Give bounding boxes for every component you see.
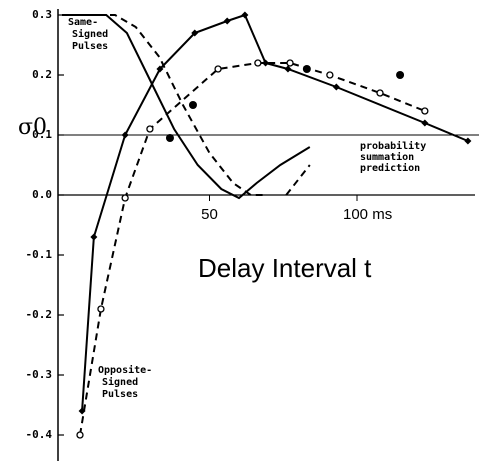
annotation-line: Signed — [72, 28, 108, 40]
reference-label-line: prediction — [360, 162, 420, 174]
open-circle-marker — [76, 431, 84, 439]
open-circle-marker — [146, 125, 154, 133]
reference-label-line: probability — [360, 140, 426, 152]
y-tick-label: 0.1 — [32, 128, 52, 141]
open-circle-marker — [214, 65, 222, 73]
diamond-marker — [223, 17, 231, 25]
filled-circle-marker — [165, 134, 174, 142]
open-circle-marker — [121, 194, 129, 202]
series-line — [81, 13, 469, 412]
x-axis-label: Delay Interval t — [198, 253, 372, 283]
y-tick-label: -0.3 — [26, 368, 53, 381]
filled-circle-marker — [302, 65, 311, 73]
diamond-marker — [241, 11, 249, 19]
open-circle-marker — [97, 305, 105, 313]
open-circle-marker — [421, 107, 429, 115]
reference-label: probability summation prediction — [360, 140, 426, 174]
diamond-marker — [332, 83, 340, 91]
open-circle-marker — [286, 59, 294, 67]
filled-circle-marker — [396, 71, 405, 79]
diamond-marker — [191, 29, 199, 37]
open-circle-marker — [326, 71, 334, 79]
series-line — [79, 62, 426, 436]
diamond-marker — [421, 119, 429, 127]
annotation-line: Signed — [102, 376, 138, 388]
x-tick-label: 50 — [201, 206, 218, 223]
y-axis-label: σ0 — [18, 115, 47, 140]
diamond-marker — [464, 137, 472, 145]
y-tick-label: -0.2 — [26, 308, 53, 321]
reference-label-line: summation — [360, 151, 414, 163]
diamond-marker — [90, 233, 98, 241]
diamond-marker — [121, 131, 129, 139]
y-tick-label: -0.4 — [26, 428, 53, 441]
open-circle-marker — [254, 59, 262, 67]
open-circle-marker — [376, 89, 384, 97]
y-tick-label: 0.0 — [32, 188, 52, 201]
diamond-marker — [262, 59, 270, 67]
annotation: Same-Signed Pulses — [68, 17, 108, 52]
annotation-line: Opposite- — [98, 364, 152, 376]
annotation-line: Same- — [68, 17, 98, 28]
annotation-line: Pulses — [102, 389, 138, 400]
annotation: Opposite-Signed Pulses — [98, 364, 152, 400]
series-line — [62, 14, 311, 200]
diamond-marker — [156, 65, 164, 73]
y-tick-label: -0.1 — [26, 248, 53, 261]
annotation-line: Pulses — [72, 41, 108, 52]
x-tick-label: 100 ms — [343, 206, 392, 223]
series-line — [62, 14, 311, 196]
filled-circle-marker — [188, 101, 197, 109]
y-tick-label: 0.3 — [32, 8, 52, 21]
y-tick-label: 0.2 — [32, 68, 52, 81]
diamond-marker — [284, 65, 292, 73]
